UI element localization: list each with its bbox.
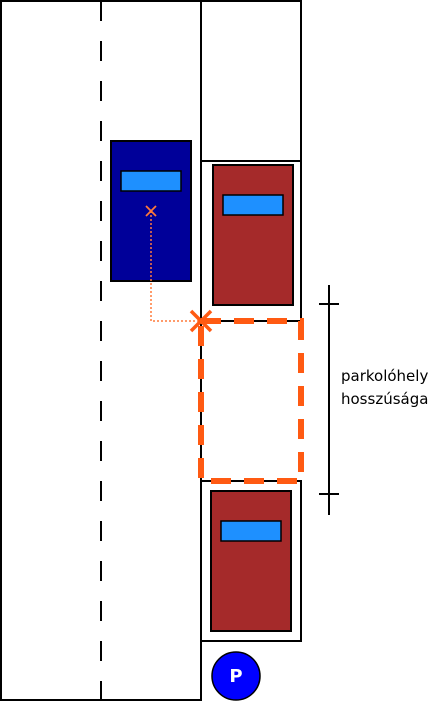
moving-car-windshield	[120, 170, 182, 192]
empty-parking-spot-outline	[198, 318, 304, 484]
road	[0, 0, 202, 701]
annotation-line-2: hosszúsága	[341, 390, 428, 408]
parked-car-top-windshield	[222, 194, 284, 216]
parking-sign-letter: P	[229, 666, 242, 687]
parking-sign-icon: P	[211, 651, 261, 701]
parked-car-bottom	[210, 490, 292, 632]
target-corner-x-icon	[189, 309, 213, 333]
parking-lane-top-section	[200, 0, 302, 162]
parked-car-top	[212, 164, 294, 306]
parking-sign-circle	[211, 651, 261, 701]
car-reference-x-icon	[145, 205, 157, 217]
annotation-line-1: parkolóhely	[341, 367, 428, 385]
parked-car-bottom-windshield	[220, 520, 282, 542]
parking-length-dimension-line	[319, 285, 339, 515]
trajectory-dotted-line	[150, 211, 201, 322]
parked-car-bottom-body	[210, 490, 292, 632]
parked-car-top-body	[212, 164, 294, 306]
